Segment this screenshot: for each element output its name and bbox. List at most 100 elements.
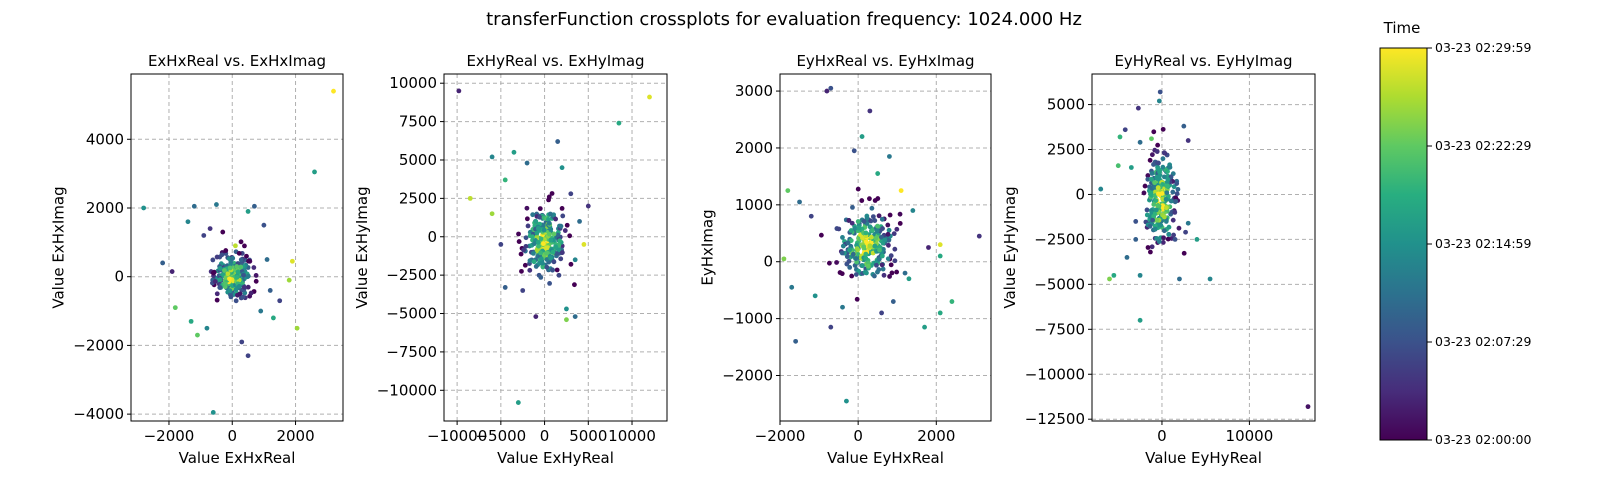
data-point — [860, 235, 865, 241]
cluster-points — [516, 191, 577, 288]
data-point — [872, 243, 878, 249]
x-tick-label: 2000 — [917, 427, 955, 445]
subplot-title: ExHyReal vs. ExHyImag — [466, 52, 644, 70]
data-point — [577, 218, 582, 224]
cluster-points — [208, 239, 259, 304]
data-point — [237, 291, 243, 297]
data-point — [1166, 232, 1172, 237]
data-point — [201, 233, 207, 238]
data-point — [558, 256, 564, 262]
data-point — [881, 272, 887, 278]
data-point — [564, 317, 569, 323]
data-point — [195, 332, 200, 338]
data-point — [937, 310, 943, 316]
data-point — [516, 239, 522, 244]
y-tick-label: 1000 — [735, 196, 773, 214]
data-point — [207, 226, 213, 232]
data-point — [289, 258, 295, 264]
data-point — [219, 252, 225, 258]
data-point — [245, 284, 251, 290]
data-point — [550, 267, 555, 273]
data-point — [1142, 183, 1148, 189]
data-point — [543, 245, 549, 251]
data-point — [191, 203, 197, 209]
data-point — [245, 273, 251, 279]
data-point — [887, 274, 892, 279]
data-point — [865, 263, 871, 269]
data-point — [922, 324, 927, 330]
data-point — [251, 265, 257, 270]
data-point — [1147, 249, 1153, 255]
cluster-points — [1141, 126, 1187, 256]
y-tick-label: −2000 — [722, 366, 773, 384]
data-point — [502, 285, 508, 290]
data-point — [546, 220, 552, 226]
data-point — [867, 243, 873, 249]
data-point — [872, 198, 878, 203]
subplot-title: ExHxReal vs. ExHxImag — [148, 52, 326, 70]
x-tick-label: 0 — [853, 427, 863, 445]
data-point — [910, 208, 916, 213]
data-point — [864, 216, 870, 221]
y-tick-label: 0 — [1075, 185, 1085, 203]
data-point — [572, 314, 578, 319]
data-point — [891, 231, 897, 237]
data-point — [547, 280, 552, 286]
data-point — [544, 250, 549, 256]
data-point — [253, 278, 259, 284]
data-point — [537, 214, 543, 220]
data-point — [520, 288, 526, 293]
data-point — [556, 272, 562, 278]
data-point — [214, 254, 220, 260]
data-point — [533, 219, 539, 224]
data-point — [937, 253, 943, 259]
data-point — [524, 160, 530, 166]
data-point — [847, 265, 853, 270]
data-point — [286, 277, 292, 283]
data-point — [1152, 226, 1158, 232]
plot-area — [1092, 74, 1315, 421]
data-point — [160, 260, 166, 266]
data-point — [1185, 220, 1191, 226]
data-point — [523, 235, 529, 241]
x-tick-label: 2000 — [276, 427, 314, 445]
data-point — [867, 196, 872, 202]
data-point — [1155, 142, 1161, 148]
data-point — [489, 211, 495, 217]
data-point — [859, 134, 865, 139]
data-point — [1149, 152, 1155, 158]
data-point — [1145, 176, 1151, 182]
data-point — [1154, 236, 1159, 241]
y-tick-label: −2500 — [1034, 230, 1085, 248]
data-point — [885, 231, 891, 237]
data-point — [1115, 163, 1121, 169]
data-point — [555, 232, 561, 238]
y-tick-label: 0 — [763, 253, 773, 271]
data-point — [892, 246, 898, 252]
data-point — [248, 290, 254, 296]
data-point — [467, 195, 473, 201]
x-axis-label: Value EyHyReal — [1145, 449, 1262, 467]
data-point — [1145, 173, 1151, 178]
data-point — [789, 284, 795, 290]
x-tick-label: −2000 — [144, 427, 195, 445]
data-point — [222, 268, 227, 273]
data-point — [875, 269, 880, 275]
data-point — [1107, 276, 1112, 282]
data-point — [557, 238, 563, 244]
data-point — [1166, 224, 1172, 230]
subplots: −2000 0 2000 −4000 −2000 0 2000 4000 ExHxReal vs… — [50, 52, 1316, 467]
data-point — [538, 256, 544, 262]
data-point — [1154, 217, 1160, 223]
data-point — [214, 291, 220, 297]
data-point — [875, 171, 881, 176]
x-tick-label: 0 — [227, 427, 237, 445]
subplot-4: 0 10000 −12500 −10000 −7500 −5000 −2500 0 2500 50… — [1001, 52, 1316, 467]
data-point — [879, 262, 885, 268]
data-point — [876, 213, 882, 219]
data-point — [885, 256, 891, 262]
data-point — [1117, 134, 1123, 140]
data-point — [277, 298, 283, 304]
data-point — [548, 237, 554, 243]
